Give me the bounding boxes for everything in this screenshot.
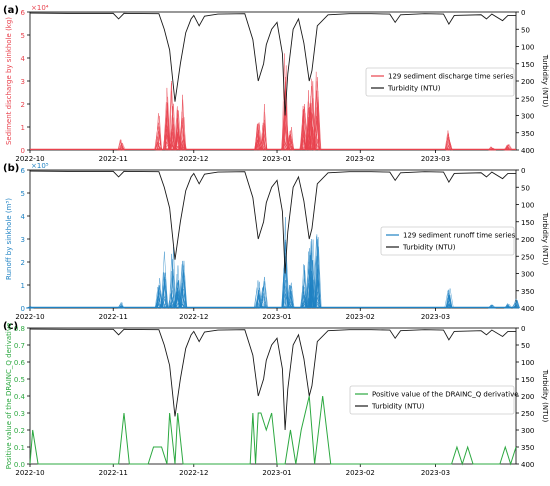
turbidity-line [30, 171, 516, 273]
left-tick-label: 0.6 [14, 359, 26, 367]
right-tick-label: 300 [521, 427, 534, 435]
scale-label: ×10⁴ [31, 4, 49, 12]
left-tick-label: 6 [21, 167, 26, 175]
right-tick-label: 100 [521, 44, 534, 52]
legend-label: 129 sediment runoff time series [403, 232, 516, 240]
left-tick-label: 0 [21, 147, 25, 155]
left-tick-label: 4 [21, 55, 26, 63]
left-tick-label: 5 [21, 190, 25, 198]
legend-label: Turbidity (NTU) [402, 244, 456, 252]
x-tick-label: 2023-02 [346, 313, 375, 321]
left-tick-label: 2 [21, 101, 25, 109]
right-tick-label: 250 [521, 253, 534, 261]
x-tick-label: 2022-11 [99, 313, 128, 321]
y-axis-label: Positive value of the DRAINC_Q derivativ… [5, 323, 13, 470]
y2-axis-label: Turbidity (NTU) [541, 369, 549, 423]
left-tick-label: 0.5 [14, 376, 25, 384]
right-tick-label: 150 [521, 61, 534, 69]
right-tick-label: 150 [521, 376, 534, 384]
scale-label: ×10⁵ [31, 162, 49, 170]
turbidity-line [30, 329, 516, 430]
left-tick-label: 3 [21, 236, 25, 244]
right-tick-label: 250 [521, 95, 534, 103]
x-tick-label: 2023-02 [346, 155, 375, 163]
legend-label: 129 sediment discharge time series [388, 73, 514, 81]
x-tick-label: 2022-12 [179, 313, 208, 321]
right-tick-label: 200 [521, 393, 534, 401]
x-tick-label: 2023-01 [262, 313, 291, 321]
right-tick-label: 400 [521, 305, 534, 313]
turbidity-line [30, 13, 516, 115]
right-tick-label: 200 [521, 78, 534, 86]
x-tick-label: 2022-10 [15, 313, 44, 321]
right-tick-label: 50 [521, 26, 530, 34]
x-tick-label: 2023-03 [421, 313, 450, 321]
x-tick-label: 2023-02 [346, 469, 375, 477]
right-tick-label: 100 [521, 202, 534, 210]
left-tick-label: 4 [21, 213, 26, 221]
y2-axis-label: Turbidity (NTU) [541, 212, 549, 266]
panel-letter: (b) [3, 163, 19, 174]
left-tick-label: 1 [21, 124, 25, 132]
x-tick-label: 2022-11 [99, 155, 128, 163]
right-tick-label: 400 [521, 461, 534, 469]
legend-label: Positive value of the DRAINC_Q derivativ… [372, 391, 519, 399]
x-tick-label: 2022-12 [179, 469, 208, 477]
x-tick-label: 2022-10 [15, 469, 44, 477]
right-tick-label: 350 [521, 288, 534, 296]
right-tick-label: 0 [521, 9, 525, 17]
left-tick-label: 0.1 [14, 444, 25, 452]
left-tick-label: 0.0 [14, 461, 25, 469]
right-tick-label: 100 [521, 359, 534, 367]
left-tick-label: 1 [21, 282, 25, 290]
panel-letter: (a) [3, 5, 19, 16]
legend-label: Turbidity (NTU) [371, 403, 425, 411]
left-tick-label: 0.4 [14, 393, 26, 401]
left-tick-label: 2 [21, 259, 25, 267]
right-tick-label: 50 [521, 342, 530, 350]
right-tick-label: 350 [521, 130, 534, 138]
left-tick-label: 0.2 [14, 427, 25, 435]
right-tick-label: 0 [521, 167, 525, 175]
right-tick-label: 200 [521, 236, 534, 244]
left-tick-label: 6 [21, 9, 26, 17]
right-tick-label: 250 [521, 410, 534, 418]
left-tick-label: 0 [21, 305, 25, 313]
right-tick-label: 300 [521, 113, 534, 121]
y-axis-label: Sediment discharge by sinkhole (kg) [5, 17, 13, 145]
left-tick-label: 5 [21, 32, 25, 40]
x-tick-label: 2022-11 [99, 469, 128, 477]
x-tick-label: 2023-03 [421, 469, 450, 477]
legend-label: Turbidity (NTU) [387, 85, 441, 93]
x-tick-label: 2023-01 [262, 155, 291, 163]
x-tick-label: 2023-03 [421, 155, 450, 163]
right-tick-label: 400 [521, 147, 534, 155]
right-tick-label: 50 [521, 184, 530, 192]
right-tick-label: 350 [521, 444, 534, 452]
x-tick-label: 2022-12 [179, 155, 208, 163]
right-tick-label: 300 [521, 271, 534, 279]
left-tick-label: 0.7 [14, 342, 25, 350]
left-tick-label: 3 [21, 78, 25, 86]
left-tick-label: 0.3 [14, 410, 25, 418]
y2-axis-label: Turbidity (NTU) [541, 54, 549, 108]
right-tick-label: 0 [521, 325, 525, 333]
y-axis-label: Runoff by sinkhole (m³) [5, 198, 13, 280]
x-tick-label: 2023-01 [262, 469, 291, 477]
right-tick-label: 150 [521, 219, 534, 227]
